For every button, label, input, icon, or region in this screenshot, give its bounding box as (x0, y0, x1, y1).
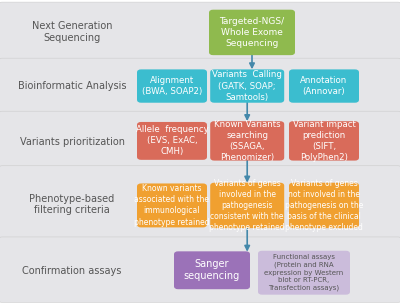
FancyBboxPatch shape (0, 2, 400, 60)
FancyBboxPatch shape (289, 121, 359, 161)
FancyBboxPatch shape (209, 10, 295, 55)
FancyBboxPatch shape (289, 69, 359, 103)
FancyBboxPatch shape (137, 69, 207, 103)
Text: Phenotype-based
filtering criteria: Phenotype-based filtering criteria (29, 194, 115, 215)
Text: Annotation
(Annovar): Annotation (Annovar) (300, 76, 348, 96)
Text: Alignment
(BWA, SOAP2): Alignment (BWA, SOAP2) (142, 76, 202, 96)
Text: Bioinformatic Analysis: Bioinformatic Analysis (18, 81, 126, 92)
Text: Variants of genes
not involved in the
pathogenesis on the
basis of the clinical
: Variants of genes not involved in the pa… (285, 179, 363, 232)
Text: Known Variants
searching
(SSAGA,
Phenomizer): Known Variants searching (SSAGA, Phenomi… (214, 120, 280, 162)
Text: Variants of genes
involved in the
pathogenesis
consistent with the
phenotype ret: Variants of genes involved in the pathog… (209, 179, 285, 232)
Text: Sanger
sequencing: Sanger sequencing (184, 259, 240, 281)
Text: Next Generation
Sequencing: Next Generation Sequencing (32, 21, 112, 43)
FancyBboxPatch shape (0, 166, 400, 239)
FancyBboxPatch shape (0, 111, 400, 168)
Text: Variant impact
prediction
(SIFT,
PolyPhen2): Variant impact prediction (SIFT, PolyPhe… (292, 120, 356, 162)
Text: Variants  Calling
(GATK, SOAP;
Samtools): Variants Calling (GATK, SOAP; Samtools) (212, 71, 282, 102)
FancyBboxPatch shape (210, 69, 284, 103)
Text: Confirmation assays: Confirmation assays (22, 266, 122, 276)
Text: Functional assays
(Protein and RNA
expression by Western
blot or RT-PCR,
Transfe: Functional assays (Protein and RNA expre… (264, 254, 344, 291)
Text: Variants prioritization: Variants prioritization (20, 137, 124, 148)
Text: Known variants
associated with the
immunological
phenotype retained: Known variants associated with the immun… (134, 184, 210, 227)
FancyBboxPatch shape (289, 183, 359, 228)
FancyBboxPatch shape (210, 183, 284, 228)
FancyBboxPatch shape (137, 184, 207, 227)
FancyBboxPatch shape (137, 122, 207, 160)
FancyBboxPatch shape (174, 251, 250, 289)
FancyBboxPatch shape (210, 121, 284, 161)
Text: Targeted-NGS/
Whole Exome
Sequencing: Targeted-NGS/ Whole Exome Sequencing (220, 17, 284, 48)
FancyBboxPatch shape (0, 237, 400, 302)
Text: Allele  frequency
(EVS, ExAC,
CMH): Allele frequency (EVS, ExAC, CMH) (136, 125, 208, 156)
FancyBboxPatch shape (258, 251, 350, 295)
FancyBboxPatch shape (0, 58, 400, 113)
